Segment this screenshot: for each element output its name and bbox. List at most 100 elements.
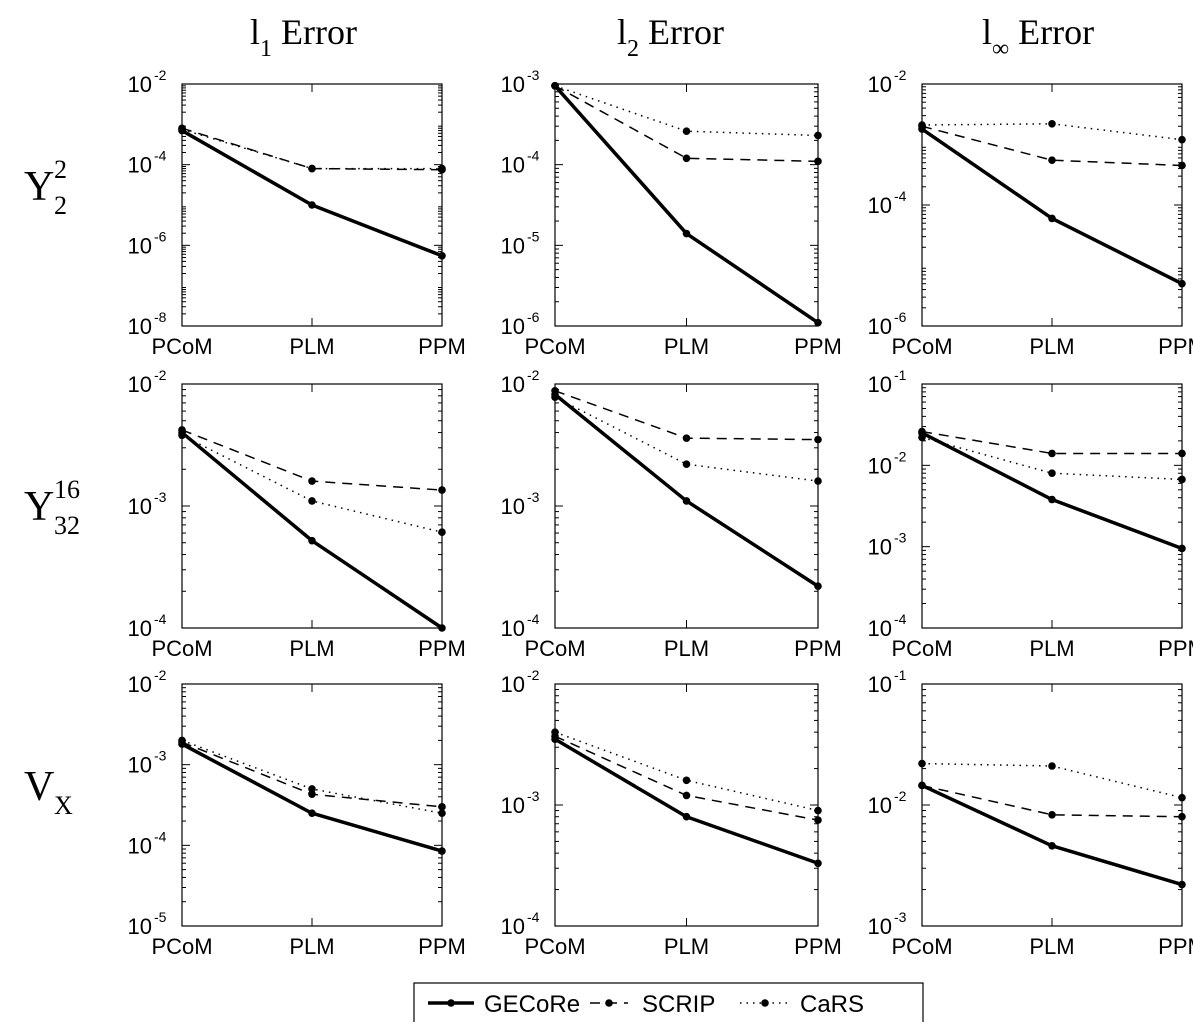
- axes-frame: [921, 83, 1183, 327]
- row-label-superscript: 2: [54, 155, 67, 184]
- series-line-cars: [181, 434, 443, 533]
- series-line-cars: [554, 85, 819, 137]
- row-label-subscript: 2: [54, 191, 67, 220]
- column-title: l1 Error: [250, 12, 357, 62]
- y-tick-exponent: -1: [894, 667, 907, 683]
- x-tick-label: PPM: [794, 334, 842, 359]
- x-tick-label: PLM: [1029, 334, 1074, 359]
- series-line-cars: [181, 739, 443, 814]
- y-tick-label: 10: [868, 914, 892, 939]
- y-tick-label: 10: [501, 494, 525, 519]
- data-point-scrip: [1048, 156, 1056, 165]
- y-tick-label: 10: [128, 672, 152, 697]
- series-line-gecore: [181, 129, 443, 258]
- data-point-gecore: [308, 809, 316, 818]
- y-tick-label: 10: [128, 233, 152, 258]
- series-line-gecore: [921, 783, 1183, 887]
- y-tick-exponent: -3: [894, 909, 907, 925]
- data-point-scrip: [308, 164, 316, 173]
- x-tick-label: PCoM: [891, 636, 952, 661]
- x-tick-label: PCoM: [524, 636, 585, 661]
- y-tick-exponent: -5: [527, 228, 540, 244]
- y-tick-label: 10: [501, 233, 525, 258]
- data-point-cars: [1048, 469, 1056, 478]
- series-line-scrip: [554, 390, 819, 441]
- y-tick-exponent: -4: [894, 188, 907, 204]
- y-tick-exponent: -1: [894, 367, 907, 383]
- legend-marker-gecore: [447, 999, 455, 1007]
- subplot-r2-c2: 10-310-210-1PCoMPLMPPM: [868, 667, 1193, 959]
- data-point-gecore: [308, 201, 316, 209]
- data-point-cars: [308, 497, 316, 505]
- y-tick-exponent: -3: [527, 67, 540, 83]
- series-line-cars: [554, 731, 819, 812]
- row-label-subscript: X: [54, 791, 73, 820]
- data-point-gecore: [682, 229, 691, 238]
- y-tick-exponent: -4: [527, 909, 540, 925]
- legend-marker-cars: [761, 999, 769, 1007]
- x-tick-label: PCoM: [151, 334, 212, 359]
- y-tick-label: 10: [501, 616, 525, 641]
- y-tick-exponent: -4: [527, 611, 540, 627]
- column-title: l2 Error: [617, 12, 724, 62]
- x-tick-label: PLM: [289, 334, 334, 359]
- y-tick-label: 10: [128, 753, 152, 778]
- data-point-scrip: [308, 477, 316, 485]
- y-tick-label: 10: [128, 72, 152, 97]
- data-point-gecore: [1048, 495, 1056, 504]
- axes-frame: [921, 683, 1183, 927]
- column-titles: l1 Error l2 Error l∞ Error: [250, 12, 1094, 62]
- series-line-cars: [921, 436, 1183, 481]
- y-tick-label: 10: [868, 672, 892, 697]
- data-point-gecore: [1048, 214, 1056, 223]
- x-tick-label: PLM: [1029, 636, 1074, 661]
- y-tick-exponent: -2: [527, 367, 540, 383]
- axes-frame: [181, 83, 443, 327]
- x-tick-label: PLM: [289, 636, 334, 661]
- series-line-scrip: [921, 430, 1182, 455]
- x-tick-label: PCoM: [524, 934, 585, 959]
- y-tick-label: 10: [868, 616, 892, 641]
- series-line-scrip: [554, 85, 819, 163]
- legend-label-gecore: GECoRe: [484, 991, 580, 1018]
- y-tick-exponent: -3: [894, 530, 907, 546]
- y-tick-exponent: -3: [527, 489, 540, 505]
- y-tick-label: 10: [868, 453, 892, 478]
- axes-frame: [181, 383, 443, 629]
- row-label-subscript: 32: [54, 511, 80, 540]
- y-tick-label: 10: [128, 616, 152, 641]
- legend-box: [413, 982, 924, 1022]
- x-tick-label: PPM: [418, 334, 466, 359]
- y-tick-label: 10: [868, 193, 892, 218]
- x-tick-label: PPM: [1158, 636, 1193, 661]
- axes-frame: [554, 683, 819, 927]
- y-tick-label: 10: [128, 833, 152, 858]
- data-point-scrip: [682, 434, 691, 442]
- x-tick-label: PPM: [418, 636, 466, 661]
- y-tick-label: 10: [501, 153, 525, 178]
- y-tick-exponent: -3: [154, 489, 167, 505]
- x-tick-label: PCoM: [524, 334, 585, 359]
- y-tick-label: 10: [868, 314, 892, 339]
- y-tick-label: 10: [501, 372, 525, 397]
- data-point-cars: [1048, 119, 1056, 128]
- y-tick-exponent: -8: [154, 309, 167, 325]
- y-tick-label: 10: [501, 672, 525, 697]
- x-tick-label: PPM: [794, 636, 842, 661]
- series-line-gecore: [553, 393, 819, 588]
- y-tick-label: 10: [868, 793, 892, 818]
- y-tick-label: 10: [128, 153, 152, 178]
- y-tick-exponent: -2: [527, 667, 540, 683]
- y-tick-label: 10: [128, 914, 152, 939]
- y-tick-exponent: -2: [894, 788, 907, 804]
- y-tick-label: 10: [501, 793, 525, 818]
- axes-frame: [554, 83, 819, 327]
- x-tick-label: PPM: [1158, 334, 1193, 359]
- data-point-gecore: [682, 497, 691, 505]
- y-tick-label: 10: [868, 535, 892, 560]
